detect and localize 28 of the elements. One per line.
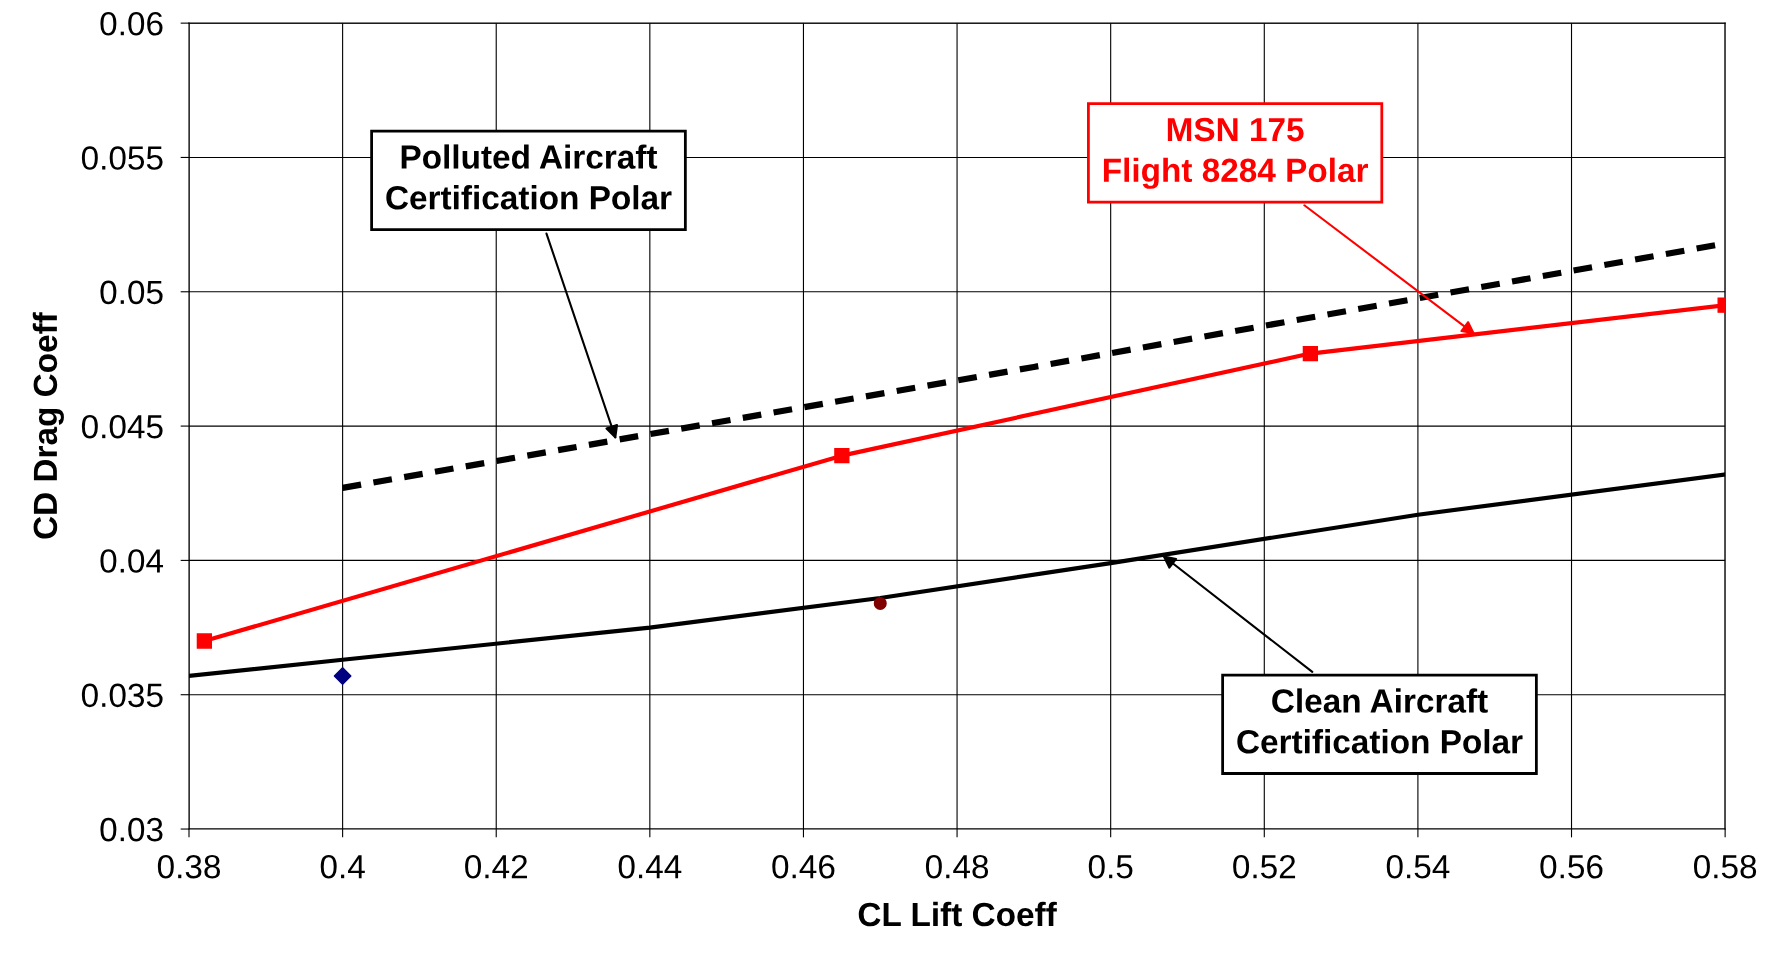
x-tick-label: 0.5 — [1088, 854, 1133, 879]
x-tick-label: 0.58 — [1694, 854, 1757, 879]
annotation: Polluted Aircraft Certification Polar — [386, 144, 672, 210]
y-tick-label: 0.055 — [81, 146, 163, 170]
y-axis-title: CD Drag Coeff — [32, 312, 64, 539]
x-tick-label: 0.54 — [1386, 854, 1450, 879]
point — [873, 596, 887, 610]
point — [1302, 345, 1319, 362]
y-tick-label: 0.045 — [81, 414, 163, 439]
x-tick-label: 0.46 — [772, 854, 835, 879]
y-tick-label: 0.05 — [100, 280, 163, 305]
annotation: MSN 175 Flight 8284 Polar — [1103, 117, 1368, 189]
x-axis-title: CL Lift Coeff — [858, 901, 1057, 927]
y-tick-label: 0.06 — [100, 11, 163, 36]
x-tick-label: 0.48 — [925, 854, 989, 879]
x-tick-label: 0.44 — [618, 854, 682, 879]
x-tick-label: 0.56 — [1540, 854, 1603, 879]
y-tick-label: 0.04 — [100, 549, 164, 573]
point — [196, 633, 213, 649]
point — [333, 667, 352, 685]
point — [834, 447, 850, 464]
x-tick-label: 0.42 — [465, 854, 527, 879]
annotation: Clean Aircraft Certification Polar — [1237, 688, 1523, 754]
x-tick-label: 0.38 — [157, 854, 220, 879]
y-tick-label: 0.03 — [100, 817, 163, 842]
x-tick-label: 0.52 — [1233, 854, 1296, 879]
x-tick-label: 0.4 — [320, 854, 365, 879]
y-tick-label: 0.035 — [81, 683, 163, 708]
